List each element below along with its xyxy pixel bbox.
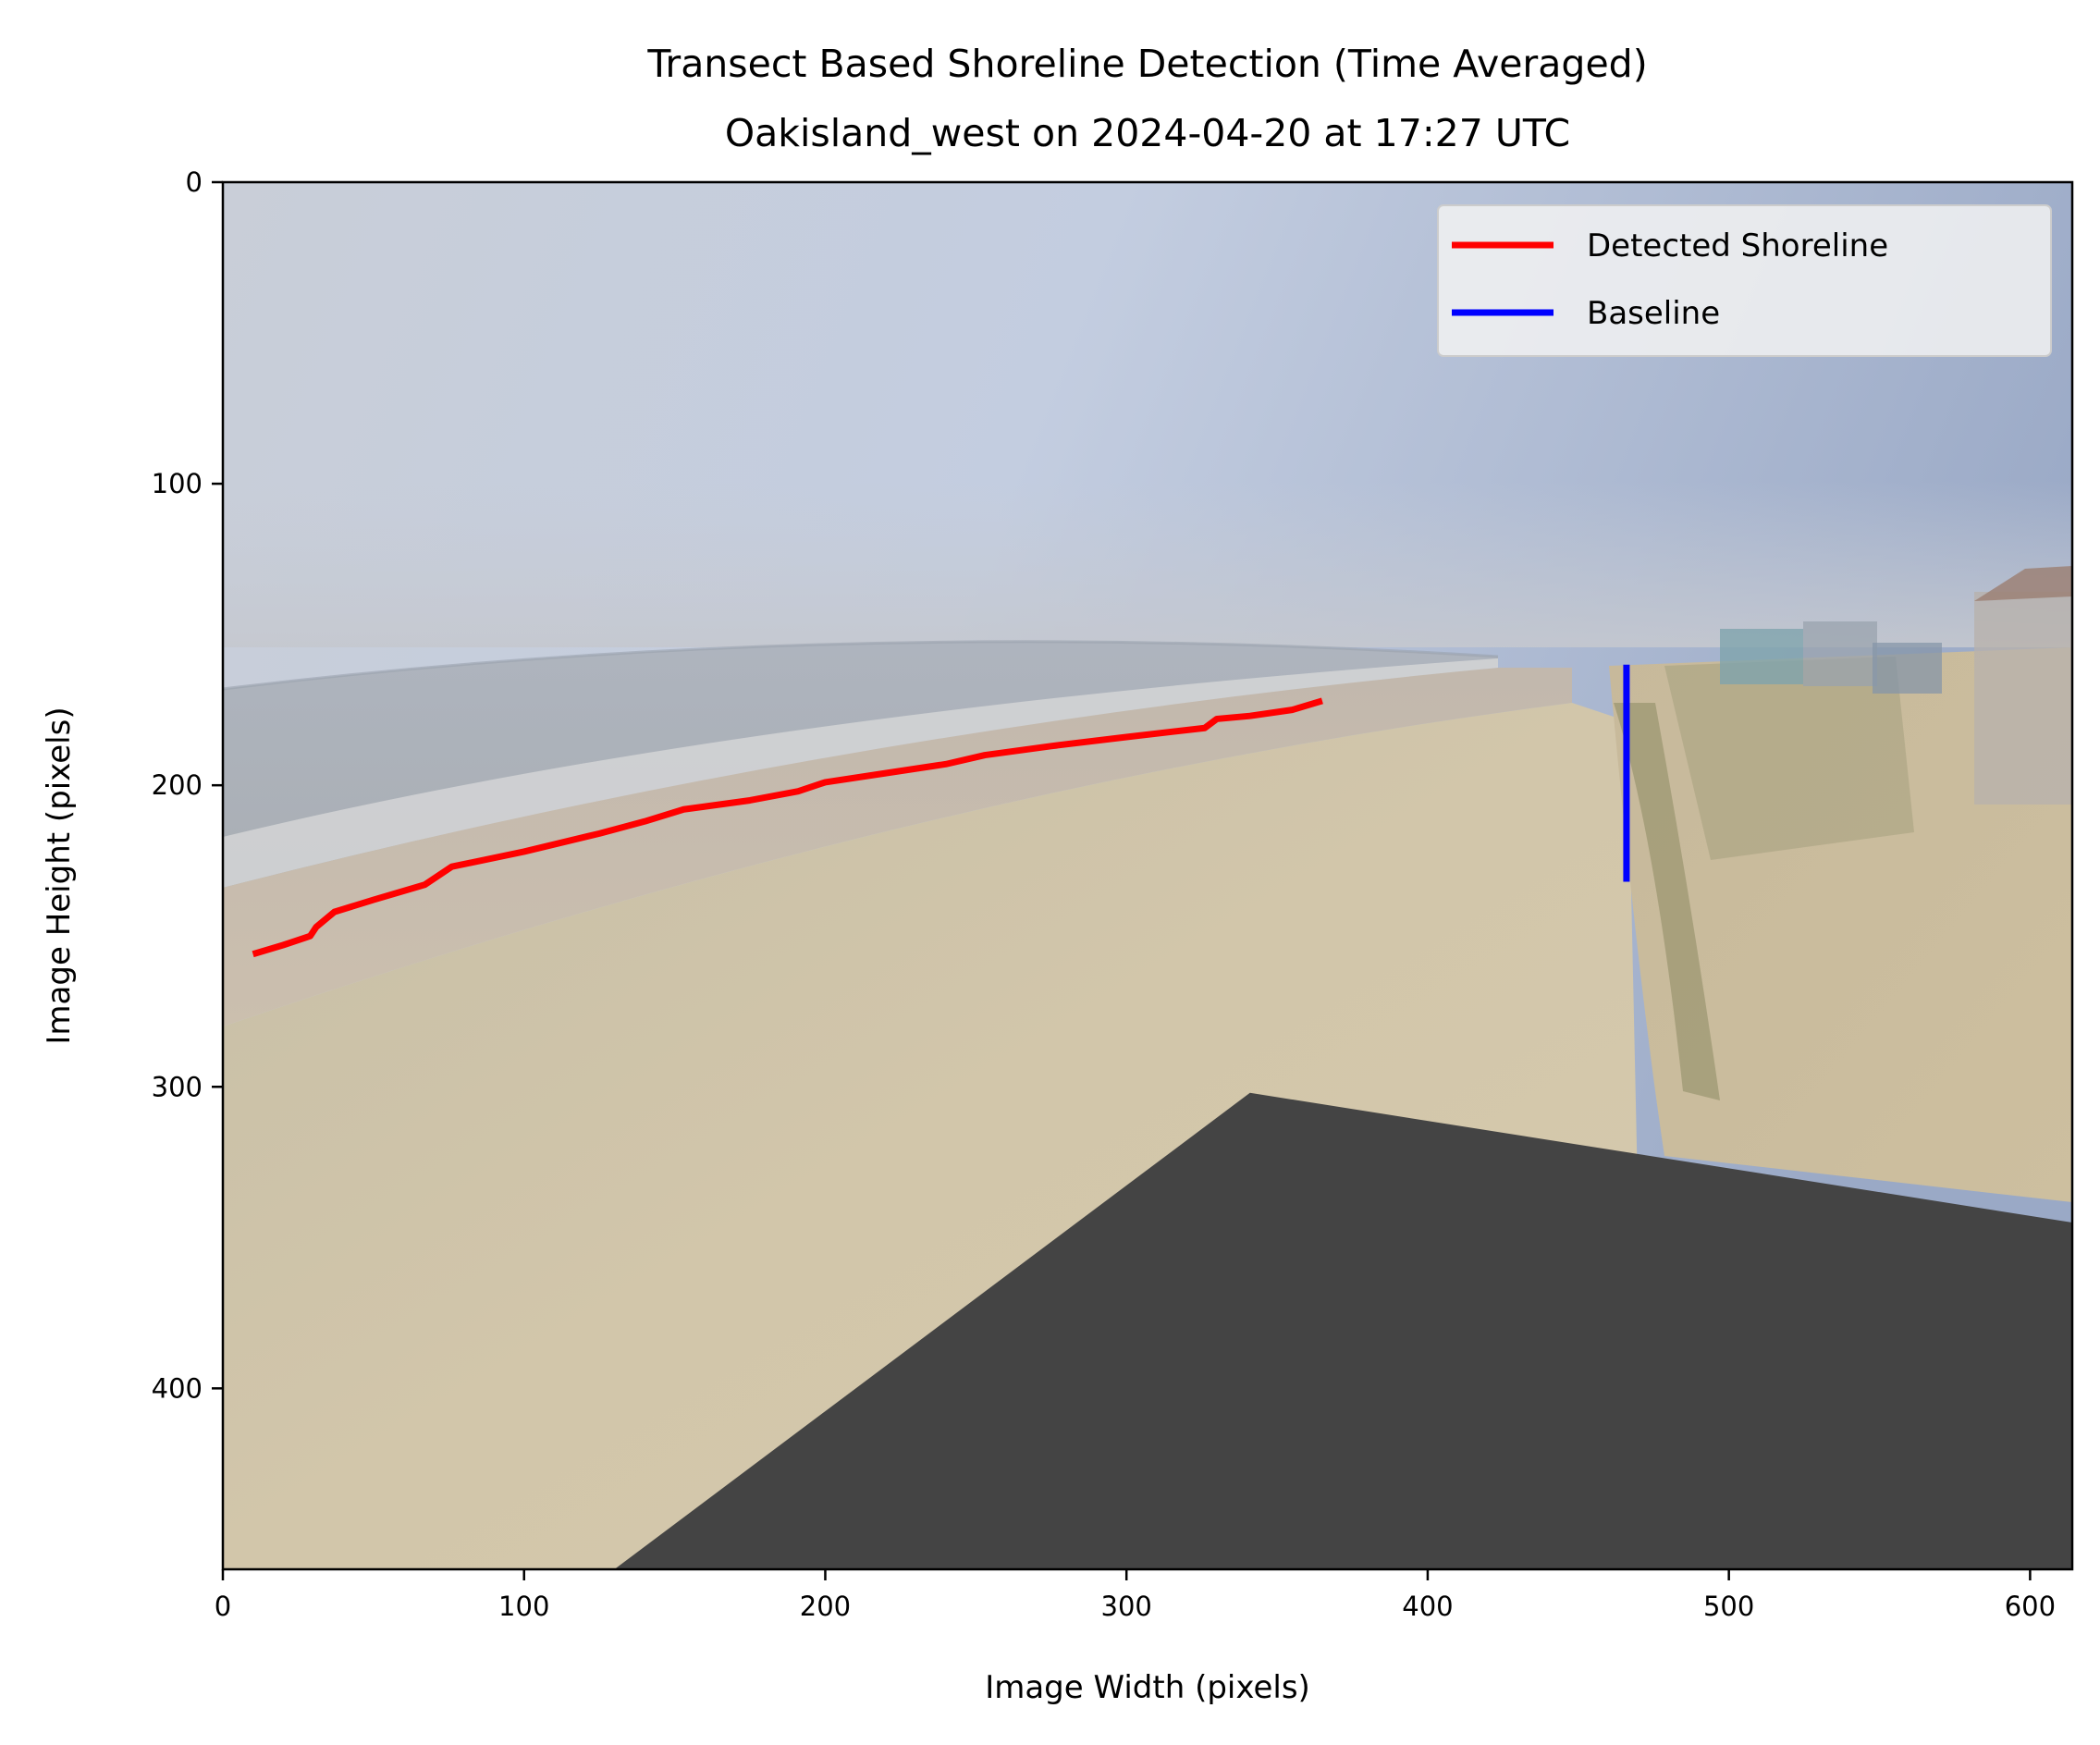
x-tick-label: 400: [1402, 1591, 1453, 1622]
legend: Detected Shoreline Baseline: [1437, 204, 2052, 357]
legend-label-detected-shoreline: Detected Shoreline: [1587, 227, 1888, 264]
x-tick-label: 200: [800, 1591, 851, 1622]
y-tick-label: 200: [152, 769, 203, 801]
y-tick-label: 300: [152, 1071, 203, 1102]
axes-frame: [221, 180, 2074, 1571]
ticks-layer: 0 100 200 300 400 500 600 0 100 200 300 400: [152, 166, 2056, 1622]
chart-title-line-1: Transect Based Shoreline Detection (Time…: [646, 42, 1647, 86]
y-tick-label: 100: [152, 468, 203, 499]
legend-box: [1437, 204, 2052, 357]
x-tick-label: 0: [215, 1591, 231, 1622]
y-axis-label: Image Height (pixels): [41, 707, 78, 1044]
chart-title-line-2: Oakisland_west on 2024-04-20 at 17:27 UT…: [725, 111, 1570, 155]
x-tick-label: 500: [1703, 1591, 1754, 1622]
x-tick-label: 600: [2005, 1591, 2056, 1622]
background-image: [223, 182, 2072, 1569]
series-layer: [252, 664, 1630, 958]
x-tick-label: 300: [1101, 1591, 1152, 1622]
x-axis-label: Image Width (pixels): [985, 1669, 1310, 1706]
mask-region: [614, 1092, 2072, 1569]
y-tick-label: 0: [186, 166, 203, 198]
series-line-detected-shoreline: [252, 697, 1323, 958]
x-tick-label: 100: [498, 1591, 549, 1622]
y-tick-label: 400: [152, 1372, 203, 1404]
legend-label-baseline: Baseline: [1587, 295, 1720, 332]
